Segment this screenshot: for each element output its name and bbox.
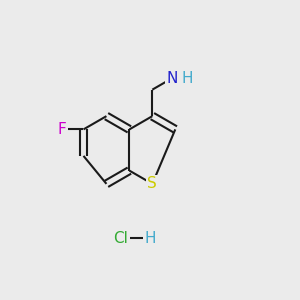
Text: S: S [148,176,157,191]
Text: Cl: Cl [113,231,128,246]
Text: N: N [166,71,178,86]
Text: H: H [182,71,194,86]
Text: F: F [58,122,67,137]
Text: H: H [144,231,156,246]
